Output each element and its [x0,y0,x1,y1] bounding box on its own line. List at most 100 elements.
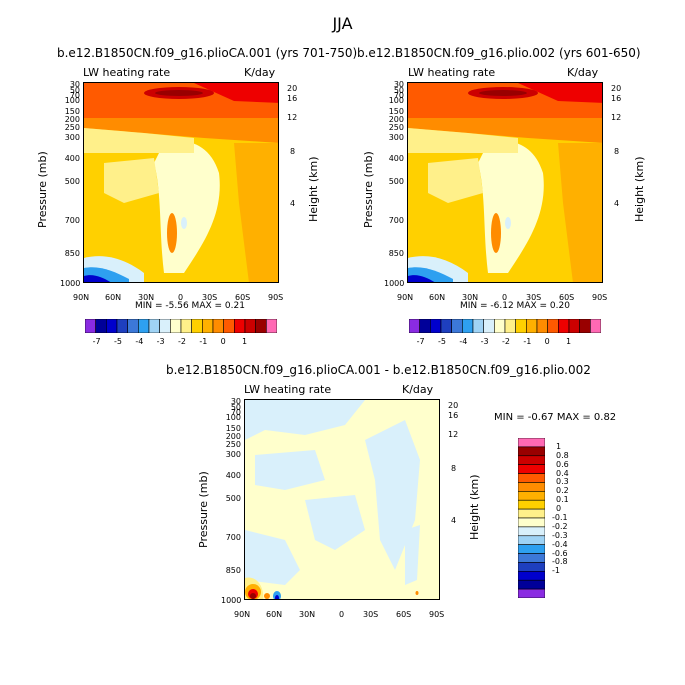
colorbar-swatch [451,318,463,334]
panel-3-xtick: 90N [234,610,251,619]
panel-2-minmax: MIN = -6.12 MAX = 0.20 [460,301,570,311]
colorbar-label: 0 [556,504,562,514]
panel-1-xtick: 90S [268,293,284,302]
panel-3-ytick: 150 [225,424,241,433]
panel-3-title: b.e12.B1850CN.f09_g16.plioCA.001 - b.e12… [166,363,591,377]
colorbar-swatch [517,579,546,590]
colorbar-swatch [212,318,224,334]
panel-1-left-label: LW heating rate [83,66,171,79]
panel-1-ytick: 300 [64,133,80,142]
panel-3-heatmap [245,400,439,599]
colorbar-swatch [517,482,546,492]
panel-2-ytick: 200 [388,115,404,124]
colorbar-swatch [170,318,182,334]
panel-1-minmax: MIN = -5.56 MAX = 0.21 [135,301,245,311]
colorbar-label: -0.1 [552,513,568,522]
panel-2-ytick: 150 [388,107,404,116]
colorbar-swatch [180,318,192,334]
panel-1-xtick: 60S [235,293,251,302]
colorbar-swatch [568,318,580,334]
colorbar-swatch [430,318,442,334]
colorbar-swatch [517,455,546,465]
panel-2-colorbar [408,318,602,334]
panel-3-unit-label: K/day [402,383,434,396]
colorbar-label: -1 [523,337,532,346]
colorbar-label: -0.3 [552,530,568,540]
panel-2-y-title: Pressure (mb) [362,151,375,228]
panel-1-colorbar [84,318,278,334]
colorbar-label: 0.3 [556,477,569,487]
panel-3-y2tick: 4 [451,516,457,525]
colorbar-label: -3 [480,337,489,346]
panel-3-colorbar [517,437,546,599]
panel-2-xtick: 30N [462,293,479,302]
colorbar-label: -1 [199,337,208,346]
colorbar-swatch [517,517,546,528]
colorbar-swatch [517,446,546,457]
panel-3-colorbar-labels: 1 0.8 0.6 0.4 0.3 0.2 0.1 0 -0.1 -0.2 -0.3 -0.4 -0.6… [552,438,592,598]
colorbar-swatch [504,318,516,334]
colorbar-swatch [106,318,118,334]
colorbar-swatch [95,318,107,334]
panel-1-title: b.e12.B1850CN.f09_g16.plioCA.001 (yrs 70… [57,46,358,60]
panel-3-ytick: 70 [230,408,241,417]
colorbar-swatch [255,318,267,334]
colorbar-swatch [517,491,546,501]
colorbar-label: -3 [156,337,165,346]
panel-2-y2tick: 20 [611,84,622,93]
panel-3-ytick: 300 [225,450,241,459]
colorbar-label: -5 [114,337,122,346]
panel-1-y2-title: Height (km) [307,156,320,222]
colorbar-swatch [517,508,546,519]
panel-1-ytick: 50 [69,86,80,95]
colorbar-label: -0.2 [552,521,568,531]
panel-3-y2tick: 20 [448,401,459,410]
colorbar-label: 0.2 [556,486,569,496]
panel-1-xtick: 30S [202,293,218,302]
colorbar-label: 1 [566,337,572,346]
panel-2-y2tick: 16 [611,94,622,103]
colorbar-label: -7 [416,337,425,346]
panel-1-ytick: 500 [64,177,80,186]
panel-2-ytick: 700 [388,216,404,225]
colorbar-swatch [558,318,570,334]
panel-2-ytick: 500 [388,177,404,186]
panel-2-y2tick: 4 [614,199,620,208]
colorbar-swatch [234,318,246,334]
colorbar-swatch [579,318,591,334]
colorbar-swatch [223,318,235,334]
colorbar-swatch [440,318,452,334]
colorbar-swatch [408,318,420,334]
colorbar-swatch [266,318,278,334]
panel-2-ytick: 30 [393,80,404,89]
colorbar-swatch [517,499,546,510]
panel-2-y2tick: 12 [611,113,622,122]
colorbar-swatch [517,571,546,581]
panel-1-heatmap [84,83,278,282]
panel-1-plot [83,82,279,283]
panel-1-y2tick: 4 [290,199,296,208]
colorbar-swatch [191,318,203,334]
panel-1-y2tick: 8 [290,147,296,156]
panel-3-xtick: 0 [339,610,345,619]
panel-2-xtick: 90N [397,293,414,302]
colorbar-label: -2 [178,337,186,346]
panel-1-ytick: 1000 [60,279,81,288]
colorbar-label: -1 [552,566,560,576]
panel-3-ytick: 250 [225,440,241,449]
panel-3-xtick: 60S [396,610,412,619]
panel-3-left-label: LW heating rate [244,383,332,396]
panel-1-ytick: 150 [64,107,80,116]
colorbar-swatch [202,318,214,334]
colorbar-swatch [517,588,546,599]
panel-1-ytick: 200 [64,115,80,124]
panel-3-y2tick: 8 [451,464,457,473]
panel-3-xtick: 30S [363,610,379,619]
colorbar-label: -0.6 [552,548,568,558]
panel-2-y2-title: Height (km) [633,156,646,222]
panel-3-y2tick: 16 [448,411,459,420]
colorbar-swatch [517,526,546,537]
panel-2-title: b.e12.B1850CN.f09_g16.plio.002 (yrs 601-… [357,46,641,60]
panel-1-ytick: 100 [64,96,80,105]
colorbar-label: -7 [92,337,101,346]
